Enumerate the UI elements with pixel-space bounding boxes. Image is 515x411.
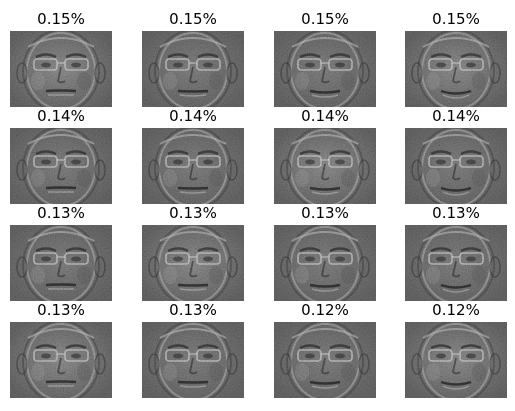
eigenface-image bbox=[10, 128, 112, 204]
panel-title: 0.13% bbox=[301, 204, 349, 222]
eigenface-image bbox=[274, 225, 376, 301]
panel-title: 0.15% bbox=[301, 10, 349, 28]
eigenface-image bbox=[142, 225, 244, 301]
panel-title: 0.13% bbox=[37, 204, 85, 222]
eigenface-image bbox=[405, 225, 507, 301]
eigenface-image bbox=[405, 128, 507, 204]
eigenface-image bbox=[274, 322, 376, 398]
eigenface-image bbox=[405, 322, 507, 398]
eigenface-image bbox=[10, 322, 112, 398]
eigenface-image bbox=[10, 225, 112, 301]
panel-title: 0.13% bbox=[432, 204, 480, 222]
eigenface-image bbox=[142, 31, 244, 107]
panel-title: 0.15% bbox=[432, 10, 480, 28]
panel-title: 0.13% bbox=[37, 301, 85, 319]
eigenface-image bbox=[10, 31, 112, 107]
panel-title: 0.14% bbox=[37, 107, 85, 125]
panel-title: 0.12% bbox=[301, 301, 349, 319]
eigenface-image bbox=[142, 128, 244, 204]
panel-title: 0.14% bbox=[169, 107, 217, 125]
panel-title: 0.15% bbox=[169, 10, 217, 28]
eigenface-image bbox=[142, 322, 244, 398]
eigenface-image bbox=[274, 31, 376, 107]
panel-title: 0.14% bbox=[301, 107, 349, 125]
eigenface-image bbox=[405, 31, 507, 107]
panel-title: 0.14% bbox=[432, 107, 480, 125]
panel-title: 0.13% bbox=[169, 301, 217, 319]
eigenface-image bbox=[274, 128, 376, 204]
panel-title: 0.15% bbox=[37, 10, 85, 28]
panel-title: 0.13% bbox=[169, 204, 217, 222]
panel-title: 0.12% bbox=[432, 301, 480, 319]
